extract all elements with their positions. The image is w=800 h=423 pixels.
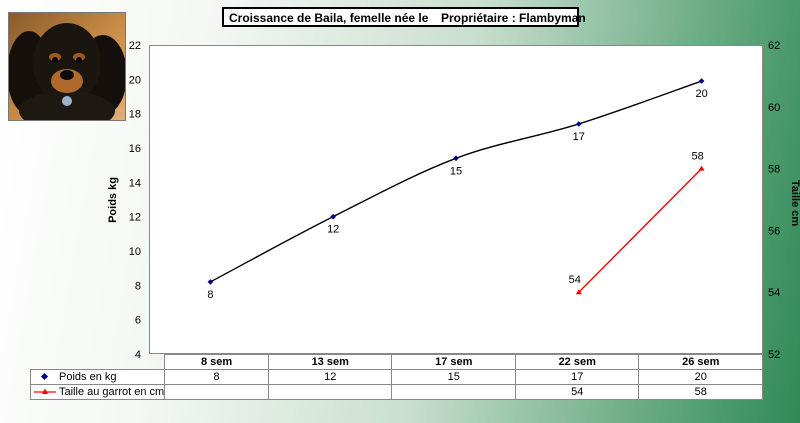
chart-title-main: Croissance de Baila, femelle née le (229, 11, 429, 25)
category-label: 8 sem (164, 354, 269, 370)
data-point-weight (207, 279, 214, 285)
y2-tick-label: 56 (768, 225, 780, 237)
y-tick-label: 12 (129, 212, 141, 224)
dog-photo (8, 12, 126, 121)
series-line-height (578, 168, 703, 293)
y-tick-label: 18 (129, 109, 141, 121)
category-label: 22 sem (514, 354, 640, 370)
table-header-row: 8 sem 13 sem 17 sem 22 sem 26 sem (31, 354, 763, 370)
legend-entry-weight: Poids en kg (29, 369, 166, 385)
category-label: 26 sem (638, 354, 763, 370)
data-table: 8 sem 13 sem 17 sem 22 sem 26 sem Poids … (29, 354, 763, 400)
data-label-weight: 17 (573, 131, 585, 143)
data-point-weight (575, 121, 582, 127)
y-tick-label: 22 (129, 40, 141, 52)
y-tick-label: 8 (135, 280, 141, 292)
table-cell (391, 384, 516, 400)
data-label-height: 54 (569, 274, 581, 286)
series-line-weight (210, 80, 702, 283)
legend-label: Poids en kg (59, 371, 117, 383)
y2-tick-label: 60 (768, 102, 780, 114)
y2-tick-label: 58 (768, 164, 780, 176)
y-tick-label: 20 (129, 74, 141, 86)
y-tick-label: 4 (135, 349, 141, 361)
table-corner (31, 355, 165, 370)
chart-title-owner: Propriétaire : Flambyman (441, 11, 586, 25)
data-label-weight: 8 (207, 289, 213, 301)
data-point-weight (698, 78, 705, 84)
table-cell (267, 384, 393, 400)
category-label: 17 sem (391, 354, 516, 370)
data-point-weight (330, 213, 337, 220)
table-cell: 17 (514, 369, 640, 385)
chart-title: Croissance de Baila, femelle née le Prop… (222, 7, 586, 27)
table-cell: 8 (164, 369, 269, 385)
data-point-height (575, 289, 582, 295)
legend-label: Taille au garrot en cm (59, 386, 165, 398)
data-label-height: 58 (691, 151, 703, 163)
table-cell: 58 (638, 384, 763, 400)
table-cell (164, 384, 269, 400)
category-label: 13 sem (267, 354, 393, 370)
y-tick-label: 6 (135, 315, 141, 327)
table-cell: 15 (391, 369, 516, 385)
table-cell: 20 (638, 369, 763, 385)
y2-tick-label: 52 (768, 349, 780, 361)
table-row-height: Taille au garrot en cm 54 58 (29, 384, 763, 400)
table-cell: 12 (267, 369, 393, 385)
y-tick-label: 14 (129, 177, 141, 189)
legend-marker-weight (34, 372, 56, 382)
y-tick-label: 16 (129, 143, 141, 155)
y2-tick-label: 62 (768, 40, 780, 52)
data-label-weight: 12 (327, 224, 339, 236)
table-cell: 54 (514, 384, 640, 400)
y-tick-label: 10 (129, 246, 141, 258)
y-axis-title: Poids kg (107, 177, 119, 223)
y2-tick-label: 54 (768, 287, 780, 299)
table-row-weight: Poids en kg 8 12 15 17 20 (29, 369, 763, 385)
data-label-weight: 15 (450, 165, 462, 177)
legend-entry-height: Taille au garrot en cm (29, 384, 166, 400)
data-label-weight: 20 (695, 88, 707, 100)
data-point-height (698, 165, 705, 171)
legend-marker-height (34, 387, 56, 397)
data-point-weight (453, 155, 459, 162)
y2-axis-title: Taille cm (789, 180, 800, 226)
